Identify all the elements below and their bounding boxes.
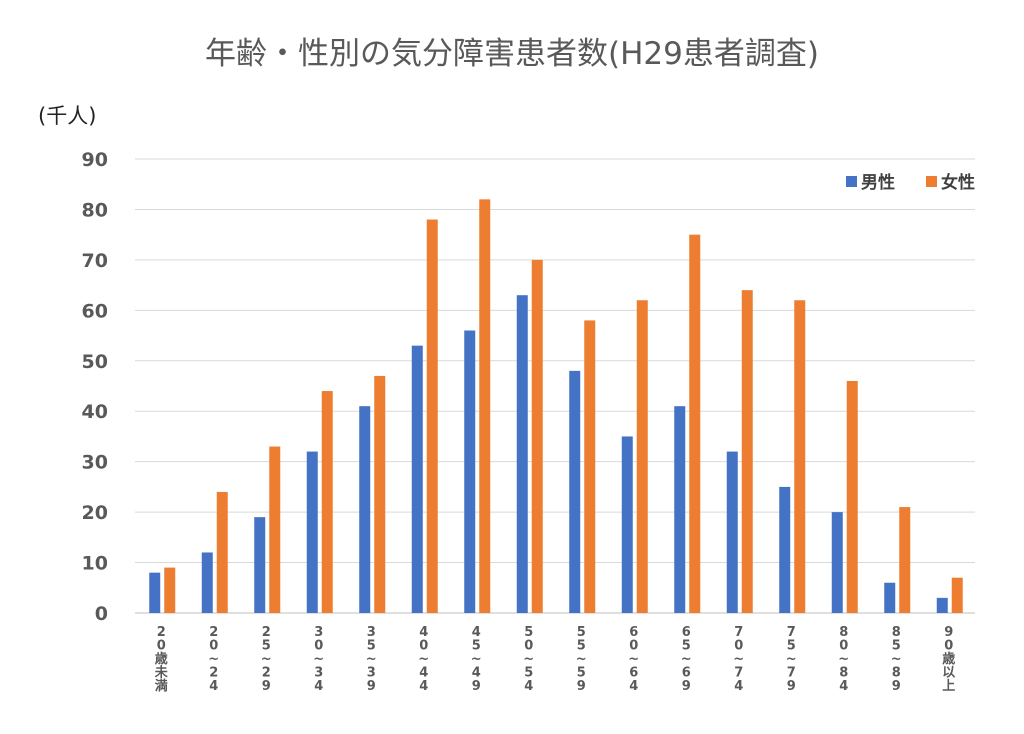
x-tick-label: 8 0 ~8 4	[838, 625, 849, 694]
x-tick-label: 5 0 ~5 4	[523, 625, 534, 694]
bar-female	[321, 391, 333, 613]
bar-female	[951, 577, 963, 613]
legend-swatch	[846, 176, 857, 187]
bar-male	[831, 512, 843, 613]
y-tick-label: 30	[82, 452, 108, 474]
bar-male	[726, 451, 738, 613]
bar-female	[899, 507, 911, 613]
bar-female	[741, 290, 753, 613]
y-tick-label: 60	[82, 300, 108, 322]
bar-female	[479, 199, 491, 613]
bar-female	[531, 259, 543, 613]
x-tick-label: 4 0 ~4 4	[418, 625, 429, 694]
bar-male	[464, 330, 476, 613]
x-tick-label: 5 5 ~5 9	[576, 625, 587, 694]
bar-male	[884, 582, 896, 613]
bar-female	[164, 567, 176, 613]
y-tick-label: 90	[82, 149, 108, 171]
y-tick-label: 80	[82, 199, 108, 221]
x-tick-label: 7 5 ~7 9	[786, 625, 797, 694]
bar-female	[269, 446, 281, 613]
bar-male	[149, 572, 161, 613]
bar-female	[689, 234, 701, 613]
y-tick-label: 10	[82, 553, 108, 575]
bar-male	[306, 451, 318, 613]
x-tick-label: 8 5 ~8 9	[891, 625, 902, 694]
y-tick-label: 40	[82, 401, 108, 423]
bar-male	[674, 406, 686, 613]
x-tick-label: 3 0 ~3 4	[313, 625, 324, 694]
x-tick-label: 6 0 ~6 4	[628, 625, 639, 694]
bar-female	[584, 320, 596, 613]
bar-male	[569, 370, 581, 613]
legend-label: 男性	[861, 172, 895, 193]
x-tick-label: 2 5 ~2 9	[261, 625, 272, 694]
bar-male	[516, 295, 528, 613]
x-tick-label: 3 5 ~3 9	[366, 625, 377, 694]
x-tick-label: 2 0 歳未満	[154, 625, 169, 694]
bar-female	[374, 375, 386, 613]
bar-female	[846, 380, 858, 613]
x-tick-label: 4 5 ~4 9	[471, 625, 482, 694]
bar-male	[936, 597, 948, 613]
bar-male	[779, 486, 791, 613]
x-tick-label: 7 0 ~7 4	[733, 625, 744, 694]
y-tick-label: 50	[82, 351, 108, 373]
y-tick-label: 70	[82, 250, 108, 272]
bar-female	[216, 491, 228, 613]
legend-label: 女性	[941, 172, 975, 193]
bar-male	[359, 406, 371, 613]
bar-male	[254, 517, 266, 613]
bar-female	[426, 219, 438, 614]
bar-female	[636, 300, 648, 613]
chart-title: 年齢・性別の気分障害患者数(H29患者調査)	[205, 36, 819, 72]
bar-female	[794, 300, 806, 613]
legend-swatch	[926, 176, 937, 187]
x-tick-label: 2 0 ~2 4	[208, 625, 219, 694]
bar-male	[621, 436, 633, 613]
y-tick-label: 0	[95, 603, 108, 625]
y-axis-label: (千人)	[38, 104, 97, 128]
bar-male	[201, 552, 213, 613]
y-tick-label: 20	[82, 502, 108, 524]
x-tick-label: 9 0 歳以上	[942, 625, 955, 694]
x-tick-label: 6 5 ~6 9	[681, 625, 692, 694]
bar-male	[411, 345, 423, 613]
